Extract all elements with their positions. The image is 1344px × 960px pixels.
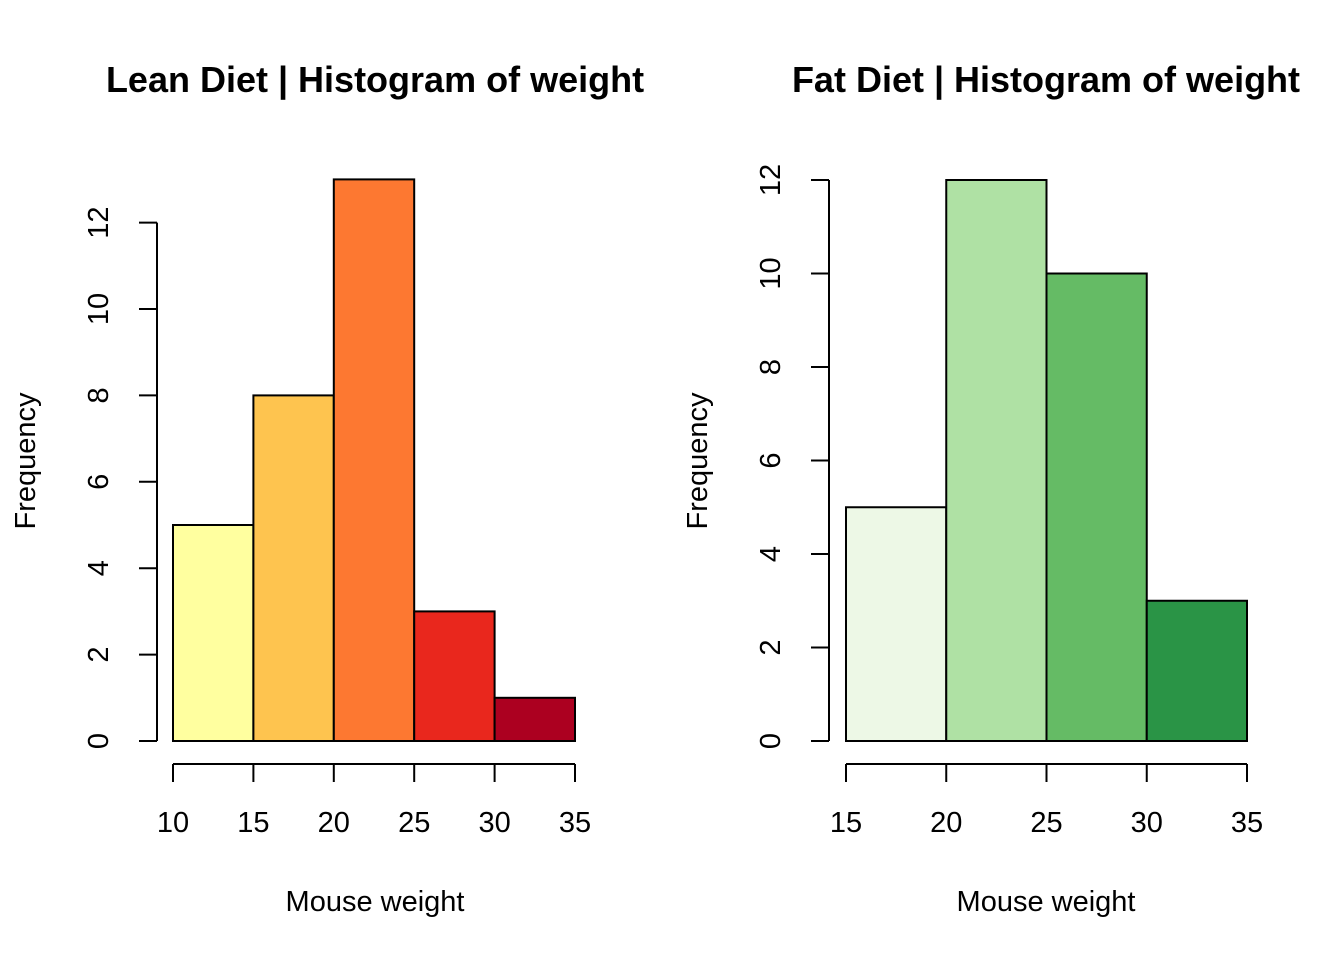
- bar-30-35: [1145, 599, 1248, 742]
- lean-ylabel: Frequency: [10, 392, 42, 530]
- y-tick-label: 12: [83, 206, 115, 238]
- x-tick-label: 15: [237, 807, 269, 839]
- y-tick-label: 2: [755, 639, 787, 655]
- fat-xlabel: Mouse weight: [957, 886, 1136, 918]
- x-tick-label: 25: [1030, 807, 1062, 839]
- lean-y-axis: 0 2 4 6 8 10 12: [83, 206, 158, 749]
- y-tick-label: 4: [83, 560, 115, 576]
- x-tick-label: 20: [930, 807, 962, 839]
- bar-25-30: [1045, 272, 1148, 742]
- lean-title: Lean Diet | Histogram of weight: [106, 59, 644, 101]
- y-tick-label: 12: [755, 164, 787, 196]
- bar-20-25: [332, 178, 416, 742]
- x-tick-label: 35: [1231, 807, 1263, 839]
- bar-20-25: [945, 179, 1048, 742]
- x-tick-label: 30: [478, 807, 510, 839]
- y-tick-label: 8: [83, 387, 115, 403]
- fat-x-axis: 15 20 25 30 35: [830, 763, 1263, 839]
- x-tick-label: 35: [559, 807, 591, 839]
- fat-y-axis: 0 2 4 6 8 10 12: [755, 164, 830, 749]
- y-tick-label: 6: [83, 474, 115, 490]
- fat-bars: [845, 179, 1248, 742]
- bar-30-35: [493, 696, 577, 742]
- y-tick-label: 10: [755, 257, 787, 289]
- bar-25-30: [413, 610, 496, 743]
- y-tick-label: 8: [755, 359, 787, 375]
- lean-xlabel: Mouse weight: [286, 886, 465, 918]
- x-tick-label: 15: [830, 807, 862, 839]
- y-tick-label: 6: [755, 452, 787, 468]
- lean-x-axis: 10 15 20 25 30 35: [157, 763, 591, 839]
- y-tick-label: 2: [83, 647, 115, 663]
- y-tick-label: 0: [755, 733, 787, 749]
- y-tick-label: 4: [755, 546, 787, 562]
- bar-10-15: [172, 524, 255, 742]
- y-tick-label: 10: [83, 293, 115, 325]
- x-tick-label: 25: [398, 807, 430, 839]
- bar-15-20: [252, 394, 335, 742]
- lean-diet-histogram: Lean Diet | Histogram of weight Mouse we…: [10, 59, 644, 918]
- fat-diet-histogram: Fat Diet | Histogram of weight Mouse wei…: [682, 59, 1300, 918]
- fat-ylabel: Frequency: [682, 392, 714, 530]
- x-tick-label: 30: [1131, 807, 1163, 839]
- x-tick-label: 20: [318, 807, 350, 839]
- x-tick-label: 10: [157, 807, 189, 839]
- y-tick-label: 0: [83, 733, 115, 749]
- lean-bars: [172, 178, 577, 743]
- fat-title: Fat Diet | Histogram of weight: [792, 59, 1300, 101]
- bar-15-20: [845, 506, 948, 742]
